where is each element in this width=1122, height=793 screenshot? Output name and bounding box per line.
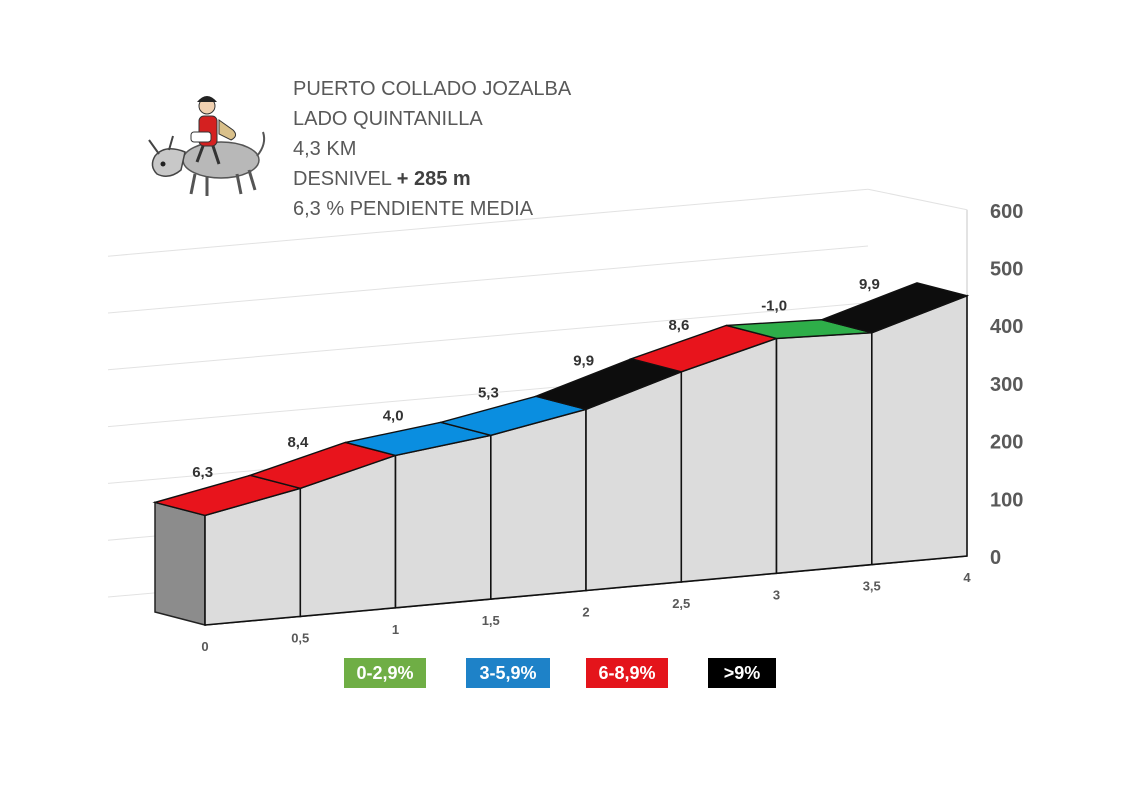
y-axis-ticks: 0 100 200 300 400 500 600 <box>990 201 1023 569</box>
grid-line <box>107 302 869 371</box>
gradient-segment <box>819 282 970 334</box>
gradient-label: 8,6 <box>668 317 689 334</box>
x-axis-ticks: 0 0,5 1 1,5 2 2,5 3 3,5 4 <box>201 570 971 654</box>
y-tick-label: 600 <box>990 201 1023 223</box>
grid-corner-line <box>867 188 968 211</box>
profile-front-panel <box>489 408 587 600</box>
grid-line <box>107 245 869 314</box>
gradient-label: -1,0 <box>761 298 787 315</box>
gradient-label: 5,3 <box>478 384 499 401</box>
x-tick-label: 0 <box>201 639 208 654</box>
climb-side: LADO QUINTANILLA <box>293 108 483 130</box>
x-tick-label: 3 <box>773 587 780 602</box>
climb-average-gradient: 6,3 % PENDIENTE MEDIA <box>293 198 534 220</box>
cyclist-on-bull-icon <box>148 96 266 196</box>
x-tick-label: 3,5 <box>863 579 881 594</box>
profile-start-face <box>154 501 206 626</box>
elevation-gain-value: + 285 m <box>396 168 471 190</box>
profile-front-panel <box>775 331 873 575</box>
y-tick-label: 400 <box>990 316 1023 338</box>
elevation-gain-label: DESNIVEL <box>293 168 397 190</box>
profile-header: PUERTO COLLADO JOZALBA LADO QUINTANILLA … <box>293 74 571 224</box>
x-tick-label: 0,5 <box>291 630 309 645</box>
x-tick-label: 1 <box>392 622 399 637</box>
x-tick-label: 2,5 <box>672 596 690 611</box>
x-tick-label: 1,5 <box>482 613 500 628</box>
y-tick-label: 0 <box>990 547 1001 569</box>
x-tick-label: 4 <box>963 570 971 585</box>
climb-distance: 4,3 KM <box>293 138 357 160</box>
y-tick-label: 500 <box>990 259 1023 281</box>
gradient-label: 8,4 <box>287 434 309 451</box>
gradient-label: 4,0 <box>383 407 404 424</box>
grid-line <box>107 188 869 257</box>
profile-front-panel <box>870 294 968 566</box>
profile-front-panel <box>680 337 778 583</box>
gradient-segments <box>152 282 970 517</box>
x-tick-label: 2 <box>582 605 589 620</box>
climb-name: PUERTO COLLADO JOZALBA <box>293 78 572 100</box>
y-tick-label: 300 <box>990 374 1023 396</box>
y-tick-label: 200 <box>990 432 1023 454</box>
gradient-label: 9,9 <box>859 276 880 293</box>
climb-elevation-gain: DESNIVEL + 285 m <box>293 164 571 194</box>
gradient-labels: 6,3 8,4 4,0 5,3 9,9 8,6 -1,0 9,9 <box>192 276 880 481</box>
gradient-label: 6,3 <box>192 464 213 481</box>
profile-front-panel <box>394 434 492 609</box>
profile-area <box>154 294 968 626</box>
gradient-label: 9,9 <box>573 353 594 370</box>
profile-front-panel <box>585 370 683 592</box>
y-tick-label: 100 <box>990 489 1023 511</box>
